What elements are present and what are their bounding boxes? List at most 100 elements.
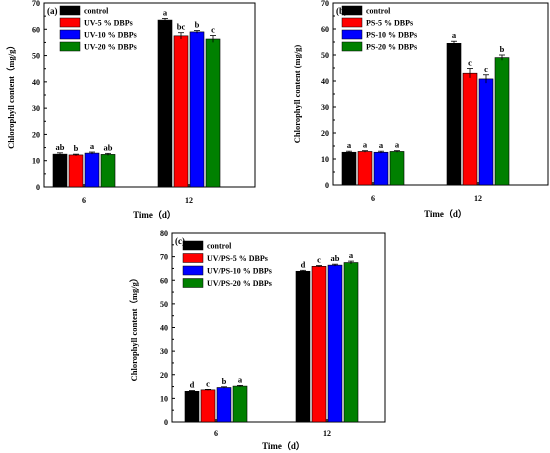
y-tick-label: 50 <box>321 51 329 60</box>
bar <box>341 151 357 186</box>
y-tick-label: 30 <box>32 104 40 113</box>
bar <box>446 42 462 186</box>
y-tick-label: 10 <box>160 394 168 403</box>
significance-letter: ab <box>104 142 113 152</box>
significance-letter: ab <box>331 253 340 263</box>
legend-label: UV-5 % DBPs <box>84 19 133 28</box>
bar <box>478 78 494 186</box>
y-axis-label: Chlorophyll content（mg/g） <box>6 41 16 149</box>
legend-swatch <box>59 17 81 28</box>
panel-label: (b) <box>336 6 347 16</box>
significance-letter: a <box>90 141 95 151</box>
y-tick-label: 0 <box>164 418 168 427</box>
x-axis-label: Time（d） <box>262 441 305 451</box>
legend-swatch <box>341 41 363 52</box>
significance-letter: d <box>190 380 195 390</box>
legend-swatch <box>341 5 363 16</box>
bar <box>357 151 373 186</box>
bar <box>173 35 189 188</box>
significance-letter: a <box>395 140 400 150</box>
legend-swatch <box>59 29 81 40</box>
significance-letter: c <box>211 25 215 35</box>
y-tick-label: 30 <box>321 103 329 112</box>
legend-label: control <box>84 7 109 16</box>
significance-letter: c <box>484 64 488 74</box>
panel-label: (a) <box>47 6 58 16</box>
legend-swatch <box>59 5 81 16</box>
significance-letter: a <box>347 140 352 150</box>
x-tick-label: 6 <box>371 194 375 203</box>
y-tick-label: 50 <box>160 300 168 309</box>
bar <box>84 152 100 188</box>
significance-letter: c <box>317 255 321 265</box>
legend-swatch <box>182 240 204 251</box>
x-axis-label: Time（d） <box>424 209 467 219</box>
legend-label: PS-5 % DBPs <box>366 19 413 28</box>
significance-letter: b <box>500 44 505 54</box>
bar <box>232 385 248 423</box>
y-tick-label: 40 <box>32 78 40 87</box>
significance-letter: c <box>206 378 210 388</box>
bar <box>389 151 405 186</box>
legend-swatch <box>341 29 363 40</box>
y-tick-label: 50 <box>32 52 40 61</box>
y-tick-label: 60 <box>32 25 40 34</box>
bar <box>373 151 389 186</box>
significance-letter: a <box>163 8 168 18</box>
legend-label: UV/PS-10 % DBPs <box>207 267 272 276</box>
bar <box>189 31 205 188</box>
bar <box>343 262 359 423</box>
y-tick-label: 40 <box>321 77 329 86</box>
panel-a: 0 10 20 30 40 50 60 70 Chlorophyll content（mg/g）… <box>6 0 256 220</box>
legend-swatch <box>182 278 204 288</box>
significance-letter: ab <box>56 142 65 152</box>
bar <box>494 57 510 186</box>
y-tick-label: 80 <box>160 229 168 238</box>
bar <box>462 72 478 186</box>
legend-swatch <box>59 41 81 52</box>
x-axis-label: Time（d） <box>133 210 176 220</box>
panel-b: 0 10 20 30 40 50 60 70 Chlorophyll content (mg/g… <box>292 0 549 219</box>
significance-letter: c <box>468 58 472 68</box>
y-tick-label: 70 <box>321 0 329 8</box>
legend-swatch <box>341 17 363 28</box>
panel-c: 0 10 20 30 40 50 60 70 80 Chlorophyll content（mg/… <box>129 229 386 451</box>
significance-letter: d <box>301 259 306 269</box>
significance-letter: a <box>452 30 457 40</box>
legend-label: UV/PS-5 % DBPs <box>207 254 268 263</box>
significance-letter: b <box>195 20 200 30</box>
bar <box>68 154 84 188</box>
x-tick-label: 6 <box>82 196 86 205</box>
y-axis-label: Chlorophyll content（mg/g） <box>129 274 139 382</box>
legend-swatch <box>182 253 204 263</box>
y-tick-label: 60 <box>160 276 168 285</box>
legend-label: UV-20 % DBPs <box>84 43 137 52</box>
significance-letter: a <box>363 140 368 150</box>
y-tick-label: 70 <box>160 253 168 262</box>
significance-letter: a <box>238 374 243 384</box>
legend-swatch <box>182 265 204 276</box>
bar <box>311 266 327 423</box>
x-tick-label: 12 <box>323 429 331 438</box>
significance-letter: b <box>222 376 227 386</box>
x-tick-label: 12 <box>474 194 482 203</box>
significance-letter: a <box>379 140 384 150</box>
y-tick-label: 0 <box>36 183 40 192</box>
legend-label: UV/PS-20 % DBPs <box>207 279 272 288</box>
y-axis-label: Chlorophyll content (mg/g) <box>292 45 302 144</box>
bar <box>205 38 221 188</box>
y-tick-label: 40 <box>160 324 168 333</box>
significance-letter: a <box>349 250 354 260</box>
bar <box>157 19 173 188</box>
significance-letter: b <box>74 143 79 153</box>
bar <box>327 264 343 423</box>
bar <box>52 153 68 188</box>
bar <box>100 154 116 188</box>
y-tick-label: 20 <box>160 371 168 380</box>
legend-label: UV-10 % DBPs <box>84 31 137 40</box>
x-tick-label: 6 <box>214 429 218 438</box>
x-tick-label: 12 <box>185 196 193 205</box>
y-tick-label: 60 <box>321 25 329 34</box>
panel-label: (c) <box>175 236 185 246</box>
